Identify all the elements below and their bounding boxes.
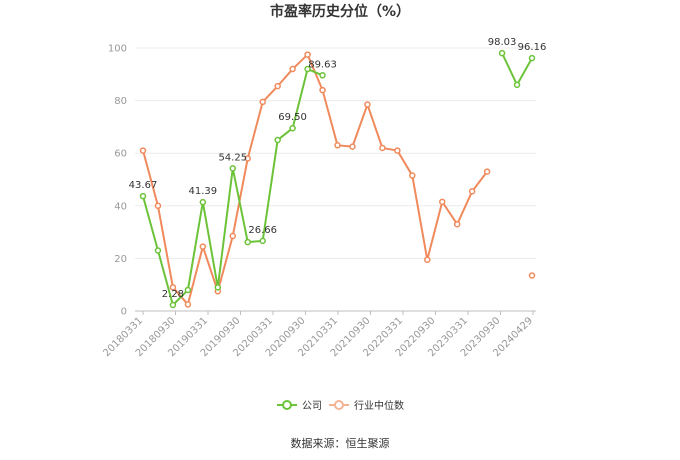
data-point: [453, 220, 461, 228]
data-label: 98.03: [488, 37, 517, 48]
data-label: 54.25: [218, 152, 247, 163]
data-point: [349, 143, 356, 150]
data-point: [169, 301, 177, 309]
chart-title: 市盈率历史分位（%）: [270, 3, 410, 20]
legend-industry-label: 行业中位数: [354, 399, 404, 412]
data-point: [244, 238, 251, 246]
data-point: [528, 272, 536, 279]
data-label: 41.39: [189, 186, 218, 197]
data-label: 69.50: [278, 112, 307, 123]
data-point: [334, 142, 341, 149]
legend-company-label: 公司: [302, 401, 322, 412]
legend-company-marker: [282, 400, 292, 410]
data-point: [394, 147, 401, 154]
data-point: [244, 155, 251, 162]
data-point: [409, 172, 416, 179]
grid: [135, 47, 536, 312]
data-point: [214, 284, 222, 291]
data-label: 96.16: [518, 42, 547, 53]
y-tick-label: 0: [121, 307, 127, 318]
data-point: [259, 237, 266, 245]
y-tick-label: 100: [108, 44, 127, 55]
data-label: 43.67: [129, 180, 158, 191]
data-point: [229, 232, 237, 240]
y-tick-label: 40: [114, 201, 127, 212]
data-labels: 43.67 2.28 41.39 54.25 26.66 69.50 89.63 98.03 9…: [129, 37, 547, 300]
source-note: 数据来源：恒生聚源: [291, 436, 390, 450]
y-tick-label: 80: [114, 96, 127, 107]
y-tick-label: 60: [114, 149, 127, 160]
data-point: [259, 98, 266, 106]
data-label: 26.66: [248, 225, 277, 236]
data-point: [289, 65, 296, 73]
data-point: [528, 54, 536, 62]
data-point: [139, 147, 147, 154]
series-company: [139, 49, 536, 309]
data-point: [289, 124, 296, 132]
data-point: [364, 101, 371, 108]
data-point: [184, 301, 192, 308]
series-line: [142, 53, 488, 306]
data-point: [199, 243, 207, 250]
data-point: [424, 256, 431, 263]
data-point: [274, 136, 281, 144]
data-point: [274, 82, 281, 90]
series-layer: [139, 49, 536, 309]
data-point: [229, 165, 237, 172]
data-point: [304, 51, 311, 58]
data-point: [199, 198, 207, 206]
data-point: [169, 284, 177, 291]
data-label: 2.28: [162, 289, 184, 300]
data-point: [319, 86, 326, 94]
y-axis: 0 20 40 60 80 100: [108, 44, 127, 318]
data-point: [498, 49, 506, 57]
data-point: [379, 144, 386, 152]
legend: 公司 行业中位数: [277, 399, 404, 412]
data-point: [513, 81, 521, 89]
legend-item-company[interactable]: 公司: [277, 400, 322, 412]
data-point: [438, 198, 446, 206]
series-line: [501, 52, 533, 86]
legend-item-industry[interactable]: 行业中位数: [329, 399, 404, 412]
series-industry-median: [139, 51, 536, 308]
data-label: 89.63: [308, 59, 337, 70]
data-point: [139, 192, 147, 200]
data-point: [184, 286, 192, 294]
data-point: [483, 168, 491, 175]
data-point: [154, 202, 162, 210]
y-tick-label: 20: [114, 254, 127, 265]
data-point: [319, 72, 326, 79]
data-point: [304, 65, 311, 73]
legend-industry-marker: [334, 400, 344, 410]
x-axis: 2018033120180930201903312019093020200331…: [101, 311, 535, 359]
data-point: [468, 188, 476, 195]
data-point: [154, 247, 162, 254]
